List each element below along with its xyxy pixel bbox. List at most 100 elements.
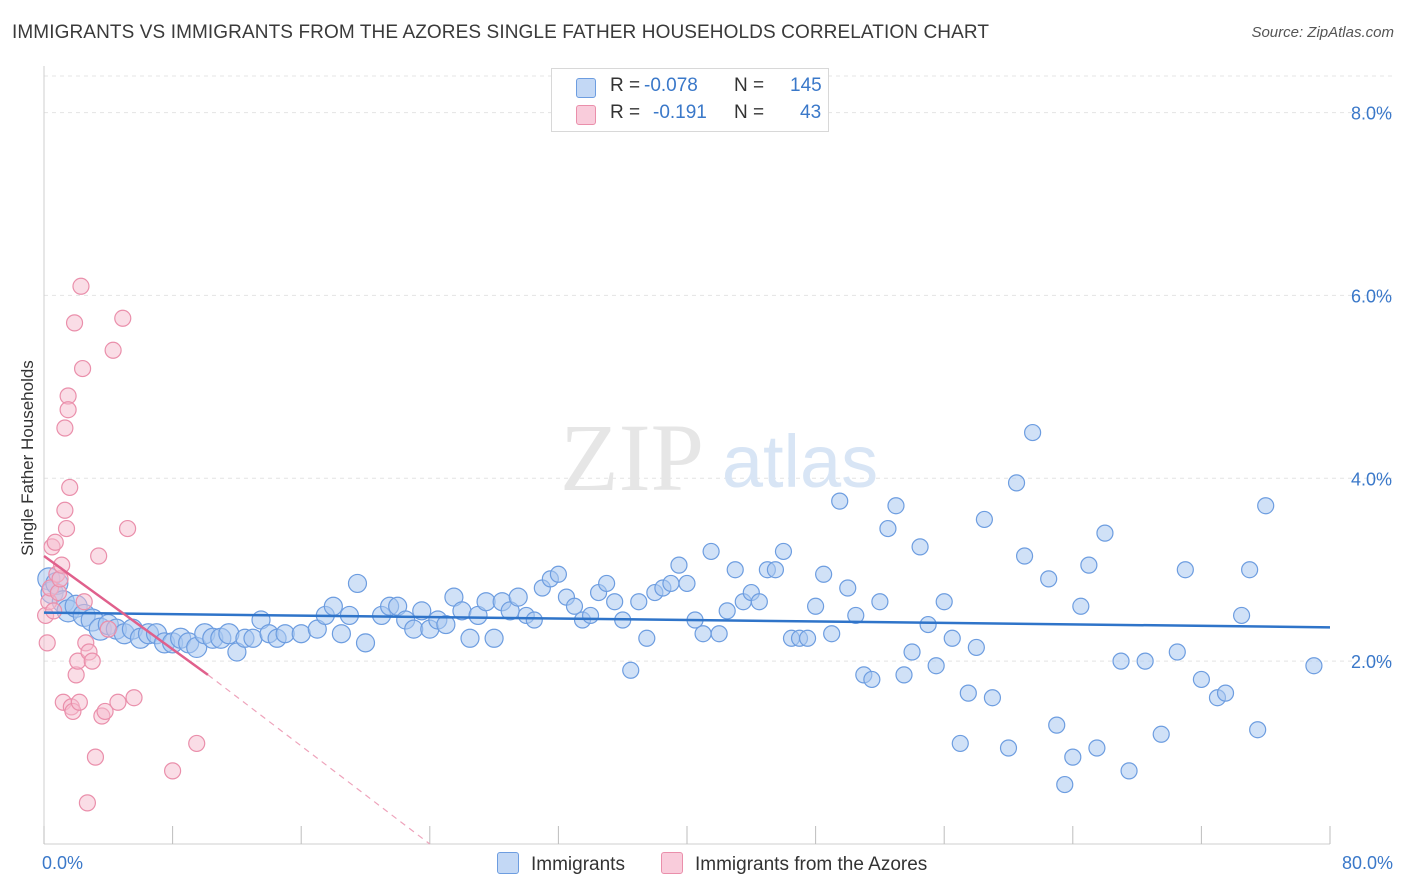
point-immigrants	[436, 614, 456, 635]
point-immigrants	[1249, 721, 1267, 739]
legend-swatch-blue	[576, 78, 596, 98]
point-immigrants	[718, 602, 736, 620]
point-immigrants	[983, 689, 1002, 707]
point-immigrants	[243, 628, 263, 648]
legend-r-label: R =	[610, 75, 641, 96]
point-azores	[53, 556, 71, 574]
bottom-legend-label: Immigrants from the Azores	[695, 854, 928, 875]
point-immigrants	[331, 624, 351, 644]
point-immigrants	[999, 739, 1018, 757]
point-immigrants	[412, 601, 432, 621]
series-azores-points	[37, 277, 206, 812]
point-azores	[104, 341, 122, 359]
point-immigrants	[887, 497, 905, 515]
legend-n-label: N =	[734, 75, 765, 96]
point-immigrants	[927, 657, 945, 675]
point-immigrants	[484, 628, 504, 648]
point-azores	[65, 314, 84, 332]
point-azores	[56, 419, 74, 437]
source-note: Source: ZipAtlas.com	[1251, 24, 1394, 41]
point-immigrants	[1257, 497, 1275, 515]
point-immigrants	[951, 734, 969, 753]
point-immigrants	[275, 624, 295, 644]
point-immigrants	[670, 556, 688, 574]
point-immigrants	[959, 684, 977, 702]
point-immigrants	[508, 587, 528, 607]
point-immigrants	[1088, 739, 1106, 757]
point-immigrants	[806, 597, 825, 615]
axes	[43, 66, 1331, 845]
point-azores	[96, 702, 114, 721]
bottom-legend-swatch-blue	[497, 852, 519, 874]
point-azores	[109, 693, 127, 711]
point-azores	[73, 359, 92, 378]
point-azores	[38, 634, 56, 652]
point-immigrants	[678, 574, 696, 593]
point-immigrants	[1040, 570, 1058, 588]
point-immigrants	[1112, 652, 1130, 670]
point-azores	[70, 693, 88, 711]
y-tick-label: 6.0%	[1351, 286, 1392, 306]
point-immigrants	[847, 606, 865, 625]
bottom-legend-azores: Immigrants from the Azores	[661, 852, 927, 876]
x-tick-label-min: 0.0%	[42, 853, 84, 873]
point-immigrants	[879, 519, 897, 538]
point-immigrants	[895, 666, 913, 684]
point-immigrants	[1024, 423, 1042, 442]
point-immigrants	[404, 619, 424, 639]
point-immigrants	[525, 611, 543, 629]
point-azores	[75, 593, 93, 611]
y-tick-labels: 2.0% 4.0% 6.0% 8.0%	[1351, 104, 1392, 673]
point-immigrants	[622, 661, 640, 679]
point-immigrants	[1072, 597, 1090, 615]
point-immigrants	[750, 593, 768, 611]
point-immigrants	[919, 615, 937, 634]
point-immigrants	[1216, 684, 1235, 702]
y-tick-label: 2.0%	[1351, 652, 1392, 672]
point-immigrants	[702, 542, 720, 561]
point-immigrants	[606, 593, 624, 611]
point-azores	[78, 794, 97, 812]
point-immigrants	[598, 574, 616, 593]
point-immigrants	[1056, 775, 1074, 794]
point-immigrants	[815, 565, 833, 583]
point-immigrants	[943, 629, 961, 647]
point-immigrants	[1007, 474, 1026, 492]
point-immigrants	[1136, 652, 1154, 670]
trend-line-immigrants	[43, 611, 1331, 629]
point-immigrants	[1120, 762, 1138, 780]
point-immigrants	[638, 629, 656, 647]
y-tick-label: 8.0%	[1351, 104, 1392, 124]
point-immigrants	[291, 624, 311, 644]
legend-swatch-pink	[576, 105, 596, 125]
legend-r-value: -0.191	[653, 102, 707, 123]
bottom-legend-label: Immigrants	[531, 854, 625, 875]
point-immigrants	[863, 670, 881, 689]
point-azores	[61, 478, 79, 497]
point-immigrants	[347, 573, 368, 594]
point-immigrants	[935, 593, 953, 611]
point-immigrants	[710, 625, 728, 643]
point-immigrants	[630, 593, 648, 611]
point-immigrants	[1192, 670, 1211, 689]
point-azores	[46, 533, 64, 551]
point-immigrants	[1241, 561, 1259, 579]
point-immigrants	[903, 643, 921, 661]
legend-r-value: -0.078	[644, 75, 698, 96]
trend-lines	[43, 554, 1331, 845]
watermark-zip: ZIP	[560, 404, 704, 511]
point-azores	[90, 547, 108, 565]
point-immigrants	[726, 561, 744, 579]
chart-title: IMMIGRANTS VS IMMIGRANTS FROM THE AZORES…	[12, 22, 990, 43]
point-azores	[99, 620, 117, 638]
point-azores	[45, 602, 63, 620]
point-immigrants	[355, 633, 376, 653]
watermark-atlas: atlas	[722, 420, 878, 503]
point-immigrants	[549, 565, 568, 583]
point-immigrants	[831, 492, 849, 510]
point-immigrants	[1096, 524, 1114, 542]
point-immigrants	[1015, 547, 1034, 565]
point-immigrants	[1232, 606, 1251, 625]
legend-r-label: R =	[610, 102, 641, 123]
